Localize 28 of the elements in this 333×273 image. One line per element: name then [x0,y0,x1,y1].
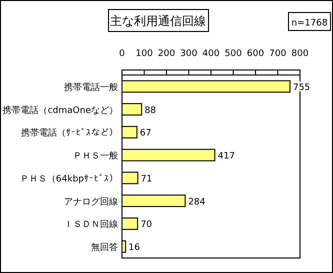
y-tick-label: ＩＳＤＮ回線 [64,219,118,230]
data-label: 16 [128,243,140,254]
y-tick-label: ＰＨＳ一般 [73,150,118,162]
x-tick-label: 400 [202,49,220,59]
text: n=1768 [291,18,328,28]
y-tick-label: 携帯電話一般 [64,82,118,93]
data-label: 284 [188,197,206,208]
y-tick-label: 携帯電話（ｻｰﾋﾞｽなど） [21,128,118,139]
y-tick-label: ＰＨＳ（64kbpｻｰﾋﾞｽ） [20,173,118,184]
x-tick-label: 700 [269,49,287,59]
data-label: 71 [140,174,152,184]
y-tick-label: アナログ回線 [64,196,118,208]
data-label: 755 [292,82,310,93]
x-tick-label: 800 [291,49,309,59]
y-tick-label: 無回答 [91,242,118,254]
data-label: 67 [140,128,152,139]
x-tick-label: 100 [136,49,154,59]
x-tick-label: 200 [158,49,176,59]
x-tick-label: 500 [224,49,242,59]
data-label: 70 [140,220,152,230]
data-label: 417 [218,152,235,162]
x-tick-label: 300 [180,49,198,59]
x-tick-label: 0 [119,49,126,59]
title: 主な利用通信回線 [108,9,209,32]
data-label: 88 [144,106,156,116]
chart-title: 主な利用通信回線 [110,14,206,28]
x-tick-label: 600 [246,49,264,59]
y-tick-label: 携帯電話（cdmaOneなど） [2,104,118,116]
